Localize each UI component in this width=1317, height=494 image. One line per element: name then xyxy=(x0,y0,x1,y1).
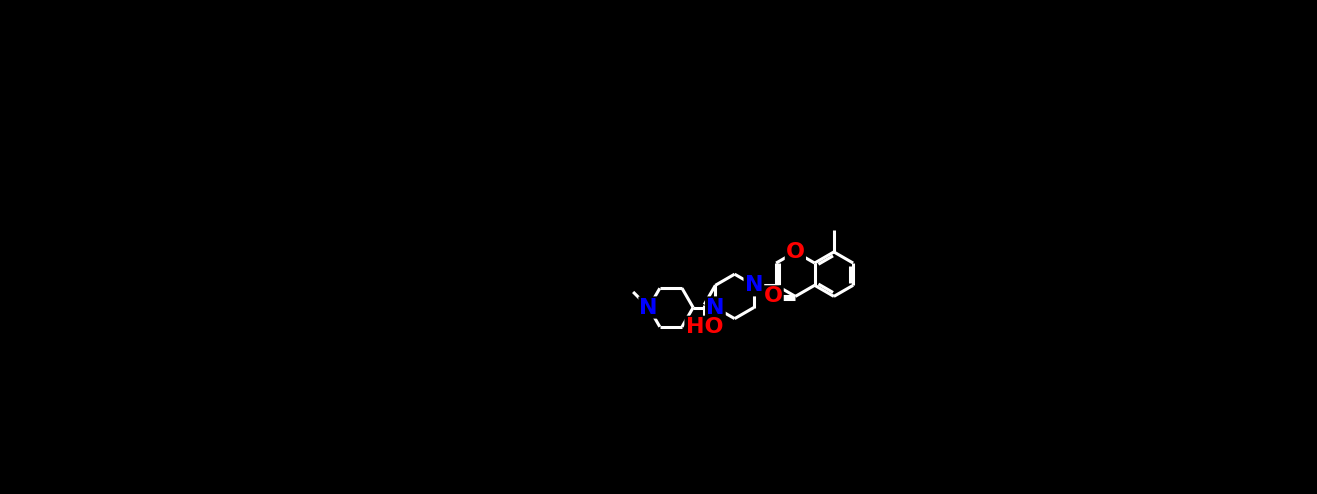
Text: N: N xyxy=(640,297,658,318)
Text: O: O xyxy=(764,287,782,306)
Text: O: O xyxy=(786,242,805,262)
Text: HO: HO xyxy=(686,317,723,337)
Text: N: N xyxy=(744,275,763,295)
Text: N: N xyxy=(706,297,724,318)
